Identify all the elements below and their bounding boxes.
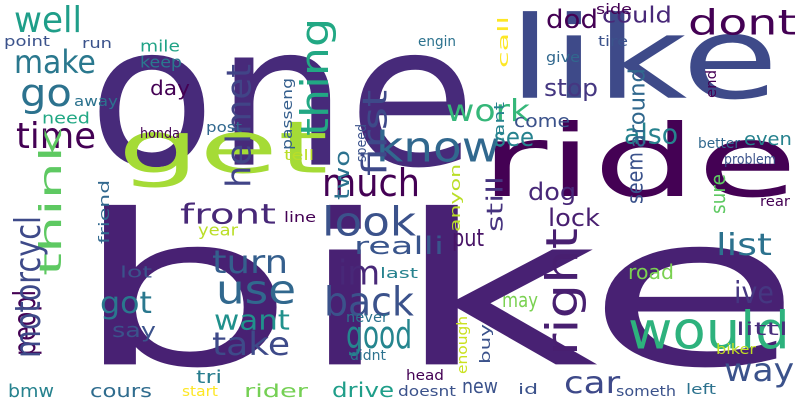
word-car: car <box>564 365 621 400</box>
word-use: use <box>216 266 297 314</box>
word-never: never <box>346 308 388 326</box>
word-road: road <box>628 260 674 284</box>
word-left: left <box>686 380 716 398</box>
word-head: head <box>406 366 444 384</box>
word-day: day <box>150 76 190 100</box>
word-right: right <box>536 228 588 356</box>
word-biker: biker <box>716 340 757 358</box>
word-take: take <box>212 325 291 363</box>
word-end: end <box>702 69 720 98</box>
word-ride: ride <box>480 103 798 220</box>
word-get: get <box>118 105 329 190</box>
word-away: away <box>74 92 118 110</box>
word-drive: drive <box>332 378 395 400</box>
word-run: run <box>82 34 112 52</box>
word-speed: speed <box>352 123 370 162</box>
word-ive: ive <box>734 275 774 311</box>
word-cant: cant <box>490 102 508 148</box>
word-passeng: passeng <box>278 77 296 150</box>
word-stop: stop <box>544 73 598 102</box>
word-littl: littl <box>736 318 788 340</box>
word-tri: tri <box>196 366 223 388</box>
word-lock: lock <box>548 203 600 232</box>
word-much: much <box>322 160 421 206</box>
word-one: one <box>88 0 477 212</box>
word-honda: honda <box>140 124 180 142</box>
word-dog: dog <box>528 177 577 206</box>
word-friend: friend <box>95 179 113 244</box>
word-well: well <box>14 0 82 41</box>
word-got: got <box>100 285 152 321</box>
word-doesnt: doesnt <box>398 382 456 400</box>
word-realli: realli <box>354 231 445 260</box>
word-im: im <box>338 252 381 293</box>
word-cours: cours <box>90 380 152 400</box>
word-enough: enough <box>453 315 471 374</box>
word-keep: keep <box>140 52 182 72</box>
word-could: could <box>602 2 672 28</box>
word-year: year <box>198 220 239 240</box>
word-good: good <box>346 312 413 358</box>
word-turn: turn <box>212 243 289 281</box>
word-may: may <box>502 288 538 312</box>
word-around: around <box>624 68 650 148</box>
word-anyon: anyon <box>446 163 464 232</box>
word-buy: buy <box>476 323 494 364</box>
word-work: work <box>446 93 530 129</box>
word-front: front <box>180 197 276 231</box>
word-back: back <box>324 278 414 326</box>
word-thing: thing <box>292 17 338 137</box>
word-motorcycl: motorcycl <box>6 216 49 358</box>
word-lot: lot <box>120 262 153 282</box>
word-give: give <box>546 48 580 66</box>
word-like: like <box>508 0 779 126</box>
word-even: even <box>744 128 792 150</box>
word-put: put <box>452 223 485 252</box>
word-look: look <box>322 198 417 246</box>
word-post: post <box>206 118 242 136</box>
word-id: id <box>518 380 539 398</box>
word-know: know <box>376 122 501 172</box>
word-point: point <box>4 32 51 50</box>
word-go: go <box>20 70 72 116</box>
word-see: see <box>494 121 535 153</box>
word-bmw: bmw <box>8 380 54 400</box>
word-didnt: didnt <box>350 346 387 364</box>
word-mile: mile <box>140 36 180 56</box>
word-need: need <box>42 108 90 128</box>
word-problem: problem <box>724 150 776 168</box>
word-sure: sure <box>706 174 730 214</box>
word-would: would <box>628 300 790 362</box>
word-engin: engin <box>418 32 456 50</box>
word-side: side <box>596 0 632 18</box>
word-last: last <box>380 264 419 282</box>
word-line: line <box>284 208 317 226</box>
word-rider: rider <box>244 380 309 400</box>
word-someth: someth <box>616 382 676 400</box>
word-new: new <box>462 374 498 398</box>
word-tire: tire <box>598 32 629 50</box>
word-time: time <box>16 114 96 157</box>
word-want: want <box>214 303 290 337</box>
word-list: list <box>716 227 772 263</box>
word-two: two <box>330 149 354 200</box>
word-bike: bike <box>72 169 800 400</box>
word-say: say <box>112 318 156 342</box>
word-dod: dod <box>546 3 599 35</box>
word-call: call <box>494 16 512 68</box>
word-way: way <box>724 351 795 389</box>
word-make: make <box>14 43 96 81</box>
word-rear: rear <box>760 192 790 210</box>
word-better: better <box>698 134 741 152</box>
word-come: come <box>514 110 571 132</box>
word-dont: dont <box>688 1 797 43</box>
word-seem: seem <box>622 152 648 204</box>
word-still: still <box>482 176 508 232</box>
word-also: also <box>624 117 679 151</box>
word-tell: tell <box>284 146 315 164</box>
word-start: start <box>182 382 218 400</box>
